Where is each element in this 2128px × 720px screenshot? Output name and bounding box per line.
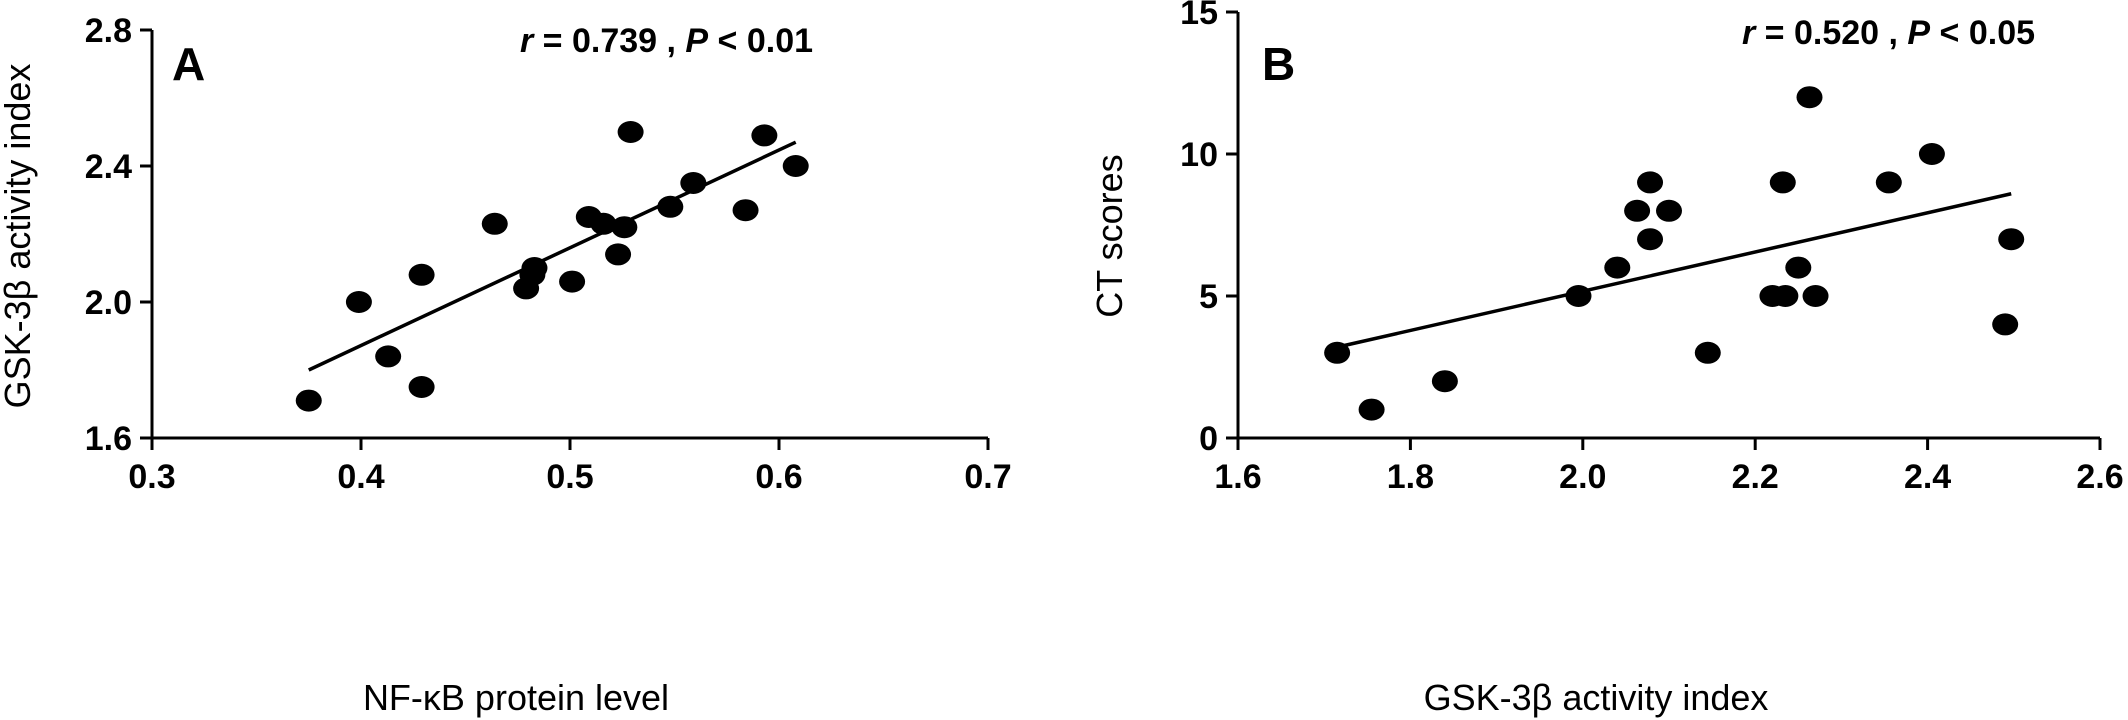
panel-b-data-point [1565, 285, 1592, 307]
panel-b-chart: B r = 0.520 , P < 0.05 GSK-3β activity i… [1089, 0, 2124, 718]
panel-a-data-point [481, 212, 508, 235]
panel-a-x-tick-label: 0.4 [337, 458, 384, 496]
panel-b-x-tick-label: 2.6 [2076, 458, 2123, 496]
panel-b-y-tick-label: 10 [1180, 136, 1218, 174]
panel-a-y-tick-label: 1.6 [85, 420, 132, 458]
panel-b-data-point [1358, 398, 1385, 421]
panel-a-x-axis-label: NF-κB protein level [363, 677, 669, 718]
panel-b-data-point [1431, 370, 1458, 393]
panel-a-data-point [751, 124, 778, 147]
panel-b-data-point [1918, 143, 1945, 165]
panel-b-x-axis-label: GSK-3β activity index [1424, 677, 1769, 718]
panel-a-data-point [408, 263, 435, 286]
panel-b-r-text: = 0.520 , [1755, 14, 1907, 52]
panel-a-letter: A [172, 38, 205, 90]
panel-b-y-axis-label: CT scores [1089, 154, 1130, 317]
panel-b-x-tick-label: 2.4 [1904, 458, 1951, 496]
panel-b-data-point [1694, 341, 1721, 364]
panel-b-data-point [1637, 228, 1664, 251]
panel-b-x-tick-label: 1.6 [1214, 458, 1261, 496]
panel-a-data-point [295, 389, 322, 412]
panel-a-x-tick-label: 0.3 [128, 458, 175, 496]
panel-b-data-point [1324, 341, 1351, 364]
panel-a-data-point [345, 291, 372, 313]
panel-b-p-text: < 0.05 [1930, 14, 2035, 52]
panel-a-y-tick-label: 2.8 [85, 12, 132, 50]
panel-a-data-point [617, 121, 644, 143]
panel-a-regression-line [308, 140, 797, 372]
panel-a-data-point [680, 172, 707, 194]
panel-b-data-point [1992, 313, 2019, 336]
panel-a-data-point [611, 216, 638, 239]
panel-a-x-tick-label: 0.6 [755, 458, 802, 496]
panel-a-x-tick-label: 0.5 [546, 458, 593, 496]
panel-a-x-tick-label: 0.7 [964, 458, 1011, 496]
panel-b-y-tick-label: 0 [1199, 420, 1218, 458]
panel-b-x-tick-label: 2.0 [1559, 458, 1606, 496]
panel-b-r-symbol: r [1742, 14, 1757, 52]
panel-a-data-point [408, 376, 435, 398]
panel-b-x-tick-label: 2.2 [1732, 458, 1779, 496]
panel-a-r-text: = 0.739 , [533, 22, 685, 60]
panel-a-data-point [782, 155, 809, 177]
panel-a-chart: A r = 0.739 , P < 0.01 NF-κB protein lev… [0, 12, 1012, 718]
panel-a-p-text: < 0.01 [708, 22, 813, 60]
panel-b-data-point [1875, 171, 1902, 194]
panel-a-p-symbol: P [685, 22, 708, 60]
panel-b-x-tick-label: 1.8 [1387, 458, 1434, 496]
panel-a-data-point [521, 257, 548, 279]
panel-a-stats: r = 0.739 , P < 0.01 [520, 22, 813, 60]
panel-b-regression-line [1336, 192, 2012, 349]
panel-a-y-axis-label: GSK-3β activity index [0, 64, 38, 409]
panel-b-stats: r = 0.520 , P < 0.05 [1742, 14, 2035, 52]
panel-a-data-point [590, 212, 617, 235]
panel-b-y-tick-label: 15 [1180, 0, 1218, 32]
panel-b-data-point [1796, 86, 1823, 109]
panel-a-data-point [559, 270, 586, 293]
panel-b-data-point [1656, 199, 1682, 222]
panel-b-data-point [1772, 285, 1799, 307]
panel-a-data-point [605, 243, 632, 266]
panel-a-y-tick-label: 2.0 [85, 284, 132, 322]
panel-a-data-point [657, 195, 684, 218]
panel-b-data-point [1802, 285, 1829, 307]
panel-b-data-point [1998, 228, 2025, 251]
panel-b-letter: B [1262, 38, 1295, 90]
panel-b-p-symbol: P [1907, 14, 1930, 52]
panel-b-data-point [1769, 171, 1796, 194]
panel-b-data-point [1604, 256, 1631, 279]
panel-b-data-point [1624, 199, 1651, 222]
panel-a-data-point [375, 345, 402, 368]
panel-a-data-point [732, 199, 759, 222]
panel-b-y-tick-label: 5 [1199, 278, 1218, 316]
panel-a-y-tick-label: 2.4 [85, 148, 132, 186]
panel-b-data-point [1785, 256, 1812, 279]
panel-a-r-symbol: r [520, 22, 535, 60]
panel-b-data-point [1637, 171, 1664, 194]
